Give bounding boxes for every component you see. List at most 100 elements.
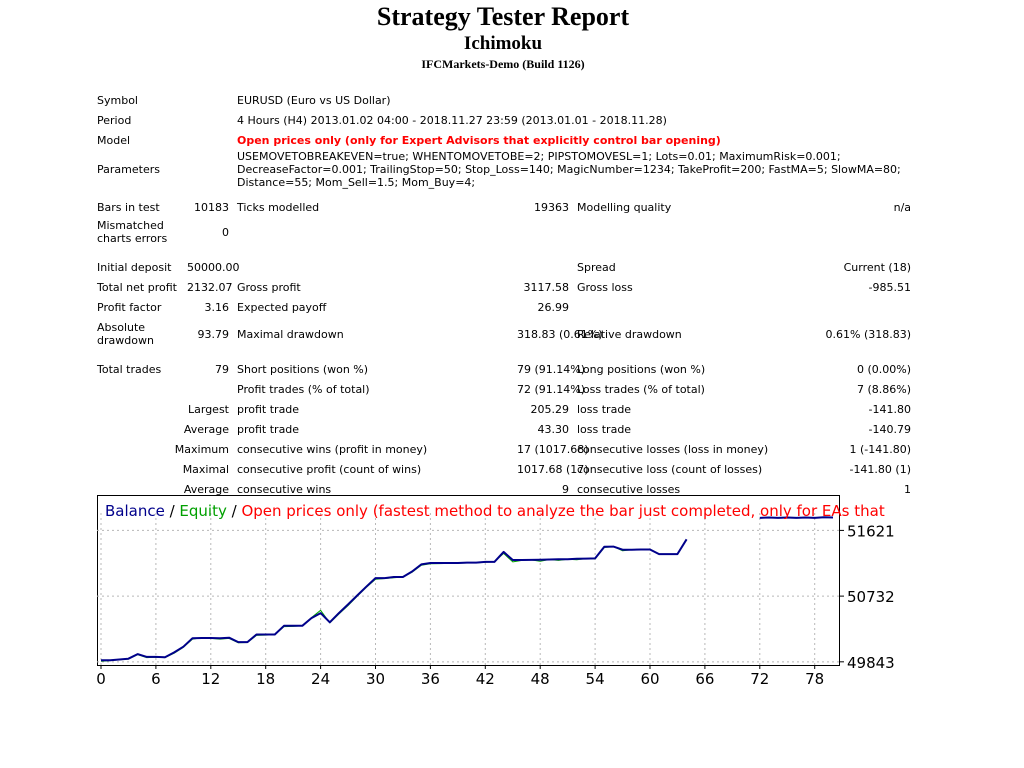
abs-drawdown-label: Absolute drawdown: [97, 321, 154, 347]
total-trades-value: 79: [215, 362, 229, 376]
x-tick-label: 78: [805, 670, 824, 688]
report-title: Strategy Tester Report: [376, 2, 630, 31]
x-axis-ticks: 0 6 12 18 24 30 36 42 48 54 60 66 72 78: [97, 665, 824, 688]
avg-cons-wins-value: 9: [562, 482, 569, 496]
maximal-cons-profit-label: consecutive profit (count of wins): [237, 462, 422, 476]
net-profit-value: 2132.07: [187, 280, 233, 294]
long-value: 0 (0.00%): [856, 362, 912, 376]
max-drawdown-label: Maximal drawdown: [237, 327, 344, 341]
row-period: Period 4 Hours (H4) 2013.01.02 04:00 - 2…: [93, 110, 915, 130]
row-maximum: Maximum consecutive wins (profit in mone…: [93, 439, 915, 459]
row-average: Average profit trade 43.30 loss trade -1…: [93, 419, 915, 439]
gross-profit-label: Gross profit: [237, 280, 301, 294]
loss-trades-label: Loss trades (% of total): [577, 382, 705, 396]
x-tick-label: 42: [476, 670, 495, 688]
x-tick-label: 72: [750, 670, 769, 688]
largest-loss-value: -141.80: [868, 402, 912, 416]
x-tick-label: 66: [695, 670, 714, 688]
row-profit-trades: Profit trades (% of total) 72 (91.14%) L…: [93, 379, 915, 399]
mismatch-value: 0: [222, 225, 229, 239]
gross-profit-value: 3117.58: [523, 280, 570, 294]
initial-deposit-value: 50000.00: [187, 260, 240, 274]
row-drawdown: Absolute drawdown 93.79 Maximal drawdown…: [93, 317, 915, 351]
y-tick-label: 50732: [847, 588, 895, 606]
y-tick-label: 49843: [847, 654, 895, 672]
quality-value: n/a: [893, 200, 912, 214]
profit-factor-value: 3.16: [204, 300, 230, 314]
legend-separator-2: /: [227, 502, 242, 520]
initial-deposit-label: Initial deposit: [97, 260, 172, 274]
max-cons-wins-value: 17 (1017.68): [517, 442, 589, 456]
net-profit-label: Total net profit: [97, 280, 177, 294]
x-tick-label: 18: [256, 670, 275, 688]
avg-loss-label: loss trade: [577, 422, 632, 436]
profit-factor-label: Profit factor: [97, 300, 162, 314]
model-label: Model: [97, 133, 131, 147]
average-label: Average: [183, 422, 229, 436]
max-cons-losses-value: 1 (-141.80): [849, 442, 912, 456]
gross-loss-label: Gross loss: [577, 280, 633, 294]
largest-loss-label: loss trade: [577, 402, 632, 416]
x-tick-label: 12: [201, 670, 220, 688]
long-label: Long positions (won %): [577, 362, 706, 376]
x-tick-label: 36: [421, 670, 440, 688]
balance-equity-chart: 49843 50732 51621 0 6 12 18 24 30 36 42 48 54 60 66 72…: [97, 495, 895, 688]
legend-equity: Equity: [179, 502, 227, 520]
grid-lines: [97, 513, 839, 665]
y-tick-label: 51621: [847, 522, 895, 540]
maximal-label: Maximal: [182, 462, 229, 476]
largest-profit-value: 205.29: [530, 402, 570, 416]
balance-line: [101, 538, 688, 662]
profit-trades-value: 72 (91.14%): [517, 382, 586, 396]
avg-loss-value: -140.79: [868, 422, 912, 436]
avg-profit-value: 43.30: [537, 422, 570, 436]
y-axis-ticks: 49843 50732 51621: [839, 522, 895, 672]
symbol-value: EURUSD (Euro vs US Dollar): [237, 93, 391, 107]
parameters-value: USEMOVETOBREAKEVEN=true; WHENTOMOVETOBE=…: [237, 150, 901, 189]
row-deposit: Initial deposit 50000.00 Spread Current …: [93, 257, 915, 277]
row-model: Model Open prices only (only for Expert …: [93, 130, 915, 150]
max-cons-losses-label: consecutive losses (loss in money): [577, 442, 769, 456]
maximal-cons-loss-label: consecutive loss (count of losses): [577, 462, 763, 476]
short-label: Short positions (won %): [237, 362, 369, 376]
series-lines: [100, 516, 834, 662]
largest-profit-label: profit trade: [237, 402, 300, 416]
period-label: Period: [97, 113, 132, 127]
avg-cons-losses-label: consecutive losses: [577, 482, 681, 496]
expert-name: Ichimoku: [463, 33, 543, 54]
balance-line-tail: [759, 516, 834, 519]
row-parameters: Parameters USEMOVETOBREAKEVEN=true; WHEN…: [93, 150, 915, 189]
short-value: 79 (91.14%): [517, 362, 586, 376]
x-tick-label: 54: [586, 670, 605, 688]
abs-drawdown-value: 93.79: [197, 327, 230, 341]
expected-payoff-label: Expected payoff: [237, 300, 327, 314]
x-tick-label: 60: [640, 670, 659, 688]
chart-legend: Balance / Equity / Open prices only (fas…: [105, 502, 885, 520]
symbol-label: Symbol: [97, 93, 138, 107]
x-tick-label: 6: [151, 670, 161, 688]
bars-label: Bars in test: [97, 200, 160, 214]
avg-cons-wins-label: consecutive wins: [237, 482, 332, 496]
x-tick-label: 24: [311, 670, 330, 688]
period-value: 4 Hours (H4) 2013.01.02 04:00 - 2018.11.…: [237, 113, 667, 127]
rel-drawdown-value: 0.61% (318.83): [825, 327, 912, 341]
rel-drawdown-label: Relative drawdown: [577, 327, 682, 341]
row-maximal: Maximal consecutive profit (count of win…: [93, 459, 915, 479]
maximal-cons-profit-value: 1017.68 (17): [517, 462, 589, 476]
largest-label: Largest: [188, 402, 229, 416]
plot-frame: [97, 495, 840, 666]
ticks-label: Ticks modelled: [237, 200, 320, 214]
legend-balance: Balance: [105, 502, 165, 520]
spread-value: Current (18): [843, 260, 912, 274]
quality-label: Modelling quality: [577, 200, 672, 214]
parameters-label: Parameters: [97, 163, 160, 176]
profit-trades-label: Profit trades (% of total): [237, 382, 370, 396]
row-profit-factor: Profit factor 3.16 Expected payoff 26.99: [93, 297, 915, 317]
average2-label: Average: [183, 482, 229, 496]
mismatch-label: Mismatched charts errors: [97, 219, 168, 245]
legend-separator-1: /: [165, 502, 180, 520]
x-tick-label: 30: [366, 670, 385, 688]
x-tick-label: 0: [97, 670, 106, 688]
x-tick-label: 48: [531, 670, 550, 688]
model-value: Open prices only (only for Expert Adviso…: [237, 133, 721, 147]
